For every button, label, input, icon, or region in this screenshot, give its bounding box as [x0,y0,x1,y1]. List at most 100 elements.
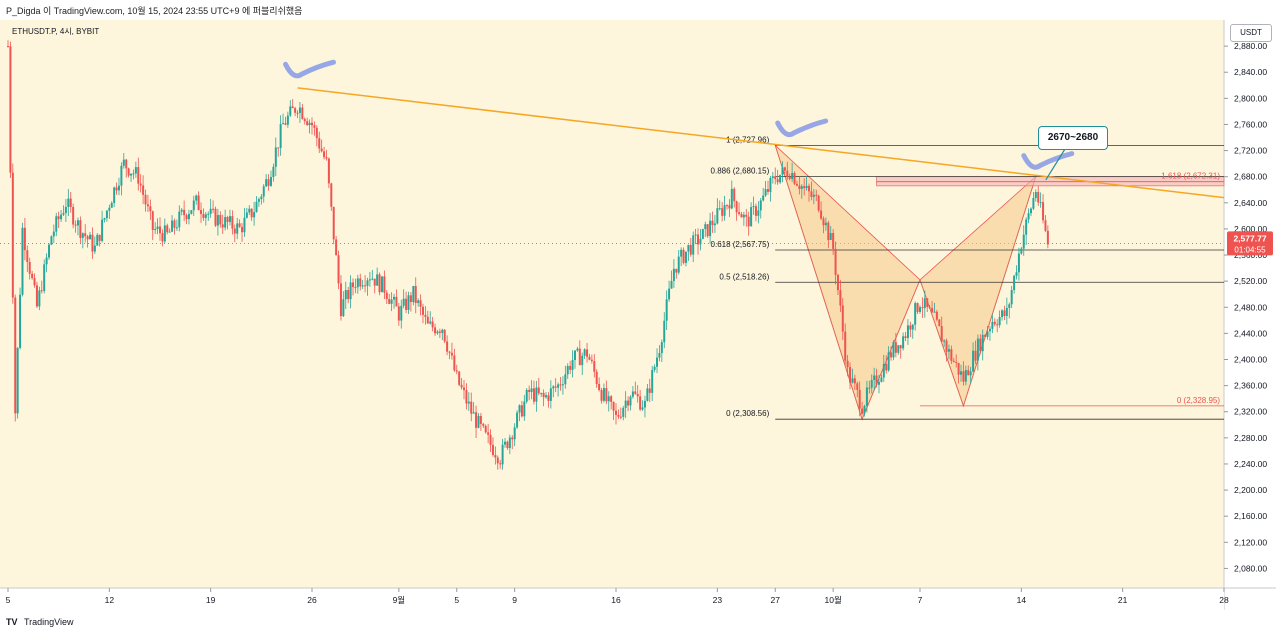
candle-body [1022,234,1025,249]
candle-body [55,216,58,232]
chart-area[interactable]: 2,080.00 2,120.00 2,160.00 2,200.00 2,240.00… [0,20,1276,610]
candle-body [991,321,994,329]
candle-body [50,236,53,245]
candle-body [759,200,762,211]
candle-body [1042,202,1045,221]
candle-body [945,340,948,352]
candle-body [988,328,991,332]
symbol-label[interactable]: ETHUSDT.P, 4시, BYBIT [12,27,100,36]
candle-body [226,217,229,222]
candle-body [130,173,133,176]
candle-body [385,292,388,299]
y-tick-label: 2,840.00 [1234,67,1267,77]
currency-button[interactable]: USDT [1230,24,1272,42]
candle-body [976,338,979,361]
candle-body [26,250,29,262]
candle-body [911,324,914,330]
candle-body [730,188,733,209]
candle-body [834,248,837,275]
x-tick-label: 19 [206,595,216,605]
candle-body [146,204,149,207]
candle-body [605,388,608,402]
candle-body [455,370,458,372]
candle-body [569,365,572,370]
candle-body [1046,230,1049,245]
candlestick-chart[interactable]: 2,080.00 2,120.00 2,160.00 2,200.00 2,240.00… [0,20,1276,610]
candle-body [750,207,753,227]
candle-body [793,173,796,184]
candle-body [496,457,499,464]
candle-body [947,349,950,352]
candle-body [950,349,953,361]
candle-body [827,222,830,240]
y-tick-label: 2,760.00 [1234,119,1267,129]
candle-body [697,234,700,245]
tradingview-logo-icon[interactable]: TV [6,617,18,627]
candle-body [168,231,171,233]
candle-body [841,305,844,332]
candle-body [566,365,569,375]
candle-body [940,326,943,342]
candle-body [463,387,465,391]
candle-body [839,290,842,306]
x-tick-label: 21 [1118,595,1128,605]
candle-body [110,202,113,208]
candle-body [815,194,818,196]
candle-body [631,391,634,397]
candle-body [243,217,246,233]
candle-body [207,213,210,215]
candle-body [21,227,24,295]
candle-body [846,360,849,368]
candle-body [491,444,494,456]
candle-body [687,244,690,252]
candle-body [356,278,359,288]
brand-label[interactable]: TradingView [24,617,74,627]
candle-body [747,216,750,227]
candle-body [914,303,917,325]
candle-body [443,329,446,342]
candle-body [424,314,427,317]
candle-body [740,214,743,218]
candle-body [677,256,680,273]
y-tick-label: 2,080.00 [1234,563,1267,573]
candle-body [219,215,222,225]
candle-body [57,216,60,220]
candle-body [508,437,511,448]
candle-body [875,375,878,385]
candle-body [643,400,646,408]
time-axis [0,588,1224,610]
candle-body [315,127,318,139]
candle-body [791,173,794,179]
candle-body [255,201,258,213]
candle-body [86,236,89,240]
candle-body [192,200,195,211]
candle-body [856,383,859,390]
x-tick-label: 7 [918,595,923,605]
candle-body [590,359,593,362]
candle-body [607,396,610,402]
candle-body [1001,310,1004,318]
candle-body [817,195,820,211]
candle-body [692,235,695,255]
candle-body [361,285,364,287]
candle-body [1013,275,1016,291]
x-tick-label: 9 [512,595,517,605]
candle-body [60,214,63,220]
candle-body [542,392,545,398]
candle-body [651,369,654,393]
candle-body [330,183,333,207]
candle-body [675,268,678,273]
candle-body [64,207,67,214]
candle-body [298,107,301,113]
y-tick-label: 2,880.00 [1234,41,1267,51]
candle-body [149,206,152,212]
candle-body [593,361,596,372]
candle-body [393,296,396,300]
check-marker [1021,151,1075,170]
candle-body [303,118,306,122]
candle-body [470,401,473,414]
candle-body [969,371,972,376]
candle-body [516,412,519,428]
candle-body [472,412,475,414]
x-tick-label: 5 [6,595,11,605]
